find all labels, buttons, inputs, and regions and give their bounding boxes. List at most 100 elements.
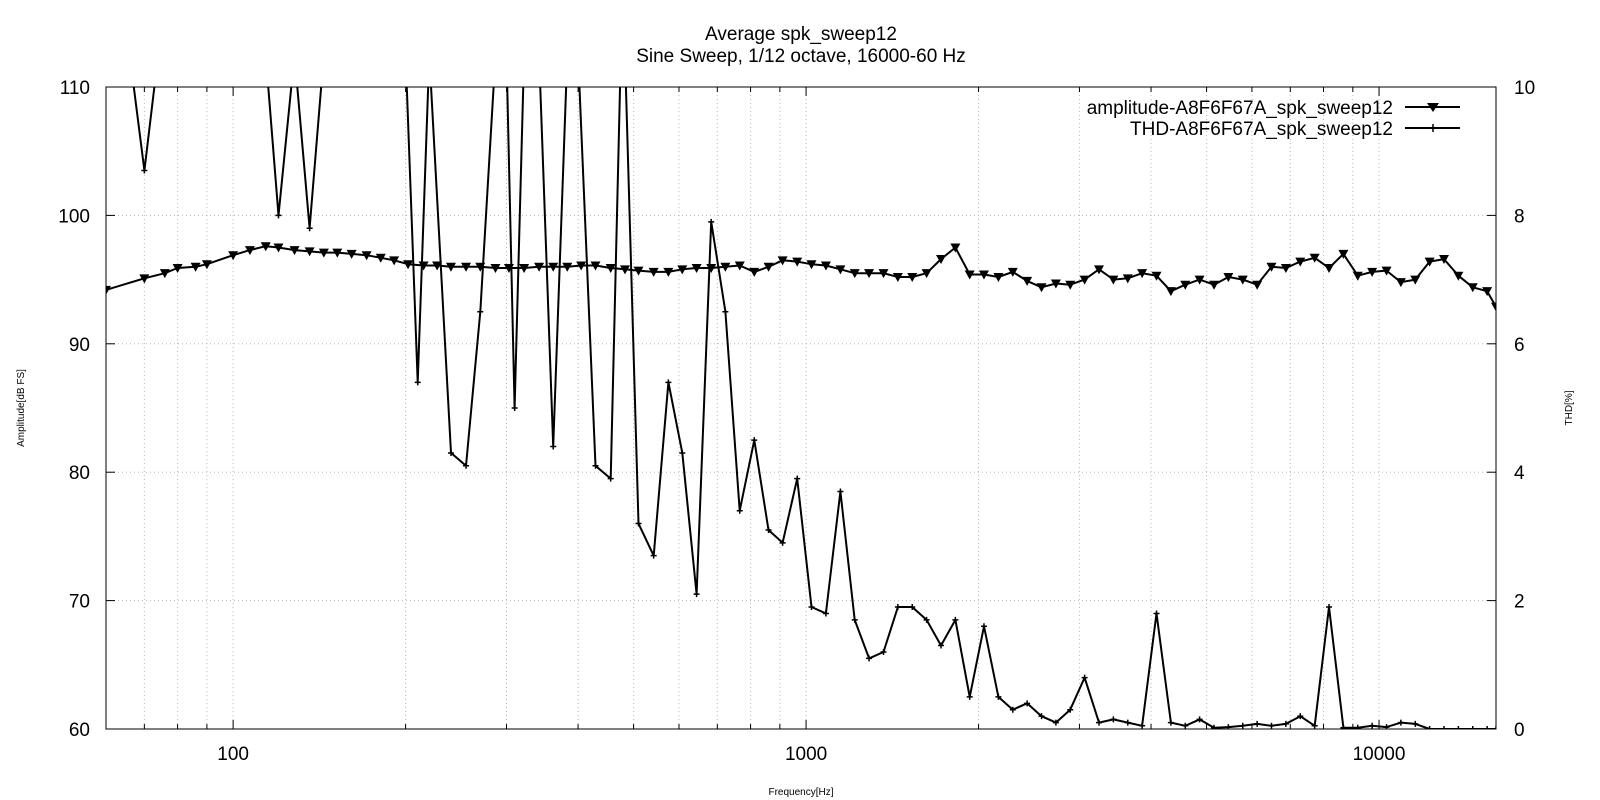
y2-tick-label: 10 [1514, 78, 1535, 99]
thd-point [564, 52, 570, 58]
grid-layer [105, 87, 1496, 729]
amplitude-point [619, 265, 630, 275]
amplitude-point [720, 262, 731, 272]
amplitude-point [1050, 279, 1061, 289]
amplitude-point [792, 257, 803, 267]
thd-point [851, 616, 858, 623]
amplitude-point [806, 260, 817, 270]
amplitude-point [648, 267, 659, 277]
x-tick-label: 100 [217, 744, 249, 765]
thd-point [1297, 713, 1304, 720]
amplitude-point [172, 264, 183, 274]
amplitude-point [318, 248, 329, 258]
series-group [132, 52, 1496, 729]
legend: amplitude-A8F6F67A_spk_sweep12 THD-A8F6F… [1087, 98, 1460, 140]
thd-point [650, 552, 657, 559]
thd-point [622, 52, 628, 58]
amplitude-point [777, 256, 788, 266]
thd-point [292, 52, 298, 58]
amplitude-point [633, 266, 644, 276]
thd-point [321, 52, 327, 58]
amplitude-point [936, 255, 947, 265]
thd-point [1024, 700, 1031, 707]
amplitude-point [964, 270, 975, 280]
amplitude-point [1252, 280, 1263, 290]
amplitude-point [1007, 267, 1018, 277]
thd-point [403, 52, 409, 58]
amplitude-point [228, 251, 239, 261]
thd-point [1067, 706, 1074, 713]
thd-point [607, 475, 614, 482]
amplitude-point [993, 273, 1004, 283]
legend-marker-amplitude [1427, 103, 1439, 112]
amplitude-point [605, 264, 616, 274]
thd-point [592, 462, 599, 469]
thd-point [1268, 722, 1275, 729]
y-tick-label: 80 [69, 463, 90, 484]
amplitude-point [159, 269, 170, 279]
thd-point [477, 308, 484, 315]
thd-point [1455, 726, 1462, 729]
amplitude-point [361, 251, 372, 261]
thd-point [736, 507, 743, 514]
thd-point [1038, 713, 1045, 720]
thd-point [1426, 726, 1433, 729]
thd-point [1441, 726, 1448, 729]
legend-marker-thd [1429, 124, 1437, 132]
thd-point [1239, 722, 1246, 729]
thd-point [822, 610, 829, 617]
thd-point [1225, 724, 1232, 729]
thd-point [1254, 720, 1261, 727]
amplitude-point [1108, 275, 1119, 285]
amplitude-point [878, 269, 889, 279]
thd-line [132, 87, 1496, 729]
amplitude-point [1122, 274, 1133, 284]
thd-point [779, 539, 786, 546]
thd-point [263, 52, 269, 58]
thd-point [866, 655, 873, 662]
thd-point [1153, 610, 1160, 617]
thd-point [808, 604, 815, 611]
amplitude-point [1424, 257, 1435, 267]
amplitude-point [1410, 275, 1421, 285]
thd-point [463, 462, 470, 469]
thd-point [1326, 604, 1333, 611]
thd-point [155, 52, 161, 58]
amplitude-point [201, 260, 212, 270]
thd-point [952, 616, 959, 623]
amplitude-point [950, 243, 961, 253]
amplitude-point [260, 242, 271, 252]
thd-point [722, 308, 729, 315]
amplitude-point [1237, 275, 1248, 285]
thd-point [141, 167, 148, 174]
y2-tick-label: 4 [1514, 463, 1525, 484]
amplitude-point [907, 273, 918, 283]
thd-point [575, 52, 581, 58]
amplitude-point [734, 261, 745, 271]
thd-point [765, 526, 772, 533]
thd-point [492, 52, 498, 58]
thd-point [521, 52, 527, 58]
amplitude-point [691, 264, 702, 274]
amplitude-point [490, 264, 501, 274]
amplitude-point [1367, 267, 1378, 277]
amplitude-point [849, 269, 860, 279]
amplitude-point [548, 262, 559, 272]
amplitude-point [190, 262, 201, 272]
amplitude-line [106, 245, 1496, 308]
amplitude-point [332, 248, 343, 258]
amplitude-point [519, 264, 530, 274]
y2-tick-label: 0 [1514, 720, 1525, 741]
amplitude-point [1036, 283, 1047, 293]
amplitude-point [1137, 269, 1148, 279]
y-tick-label: 60 [69, 720, 90, 741]
thd-point [1110, 716, 1117, 723]
plot-frame [105, 86, 1497, 730]
thd-point [414, 379, 421, 386]
amplitude-point [389, 256, 400, 266]
amplitude-point [1209, 280, 1220, 290]
amplitude-point [1395, 278, 1406, 288]
thd-point [1196, 716, 1203, 723]
amplitude-point [763, 262, 774, 272]
x-tick-label: 1000 [785, 744, 827, 765]
